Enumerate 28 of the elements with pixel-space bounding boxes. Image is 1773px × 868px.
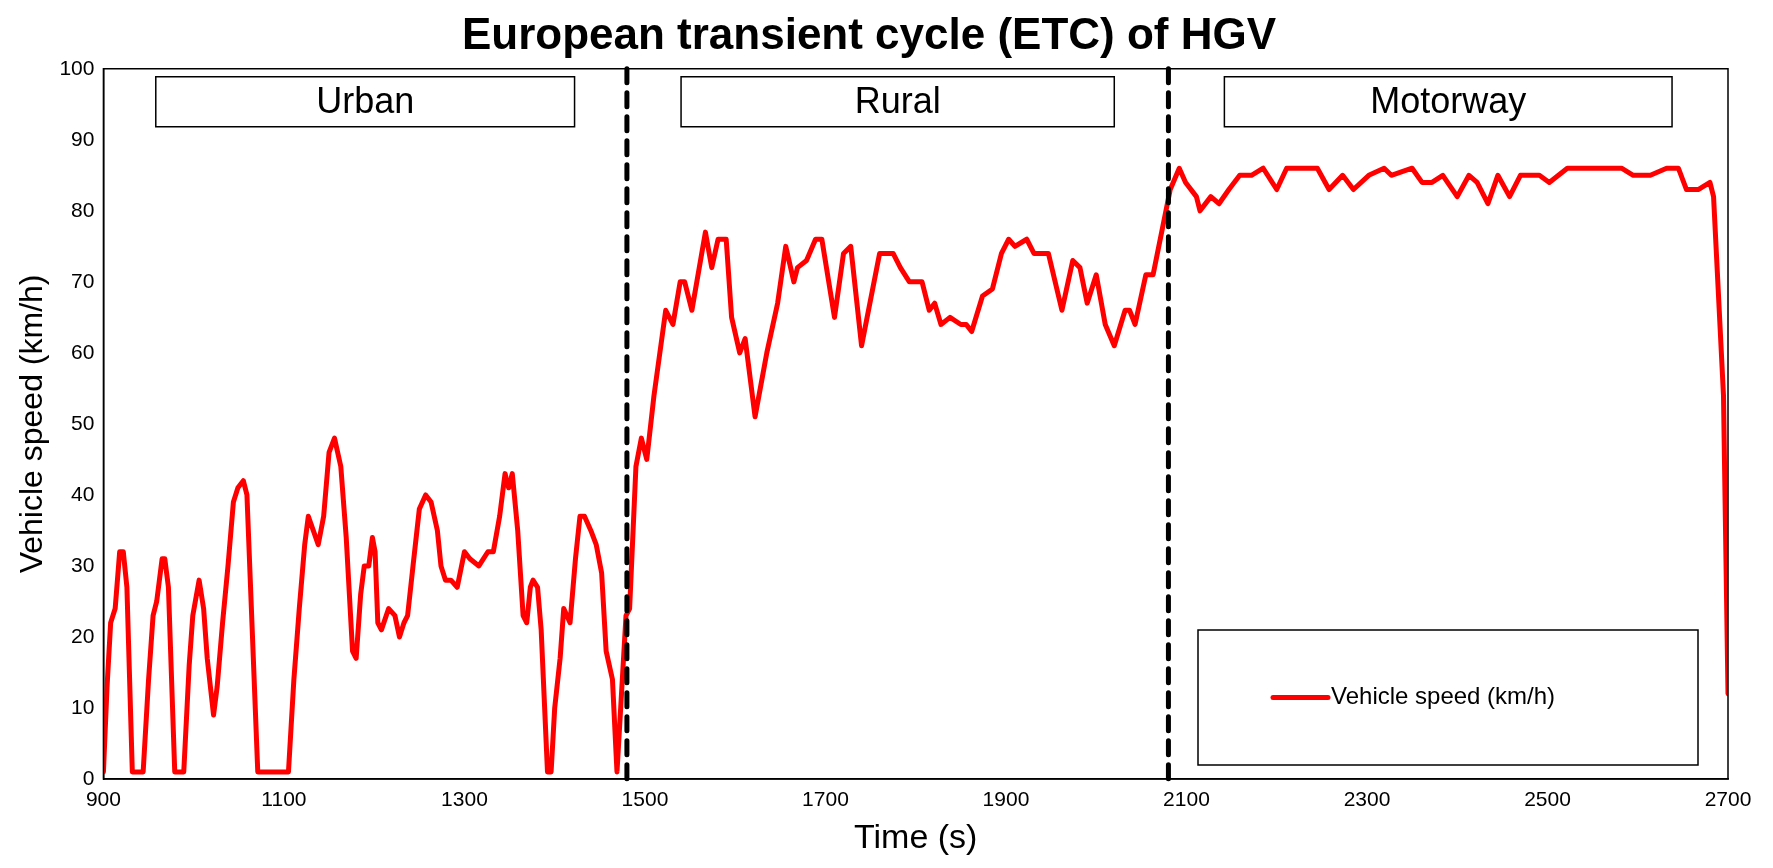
annotation: Motorway	[1370, 79, 1527, 121]
y-tick-label: 0	[82, 765, 95, 789]
y-tick-label: 30	[71, 552, 95, 576]
x-tick-label: 2100	[1163, 787, 1210, 811]
x-tick-label: 2300	[1343, 787, 1391, 811]
y-tick-label: 60	[71, 339, 95, 363]
annotation: Urban	[316, 79, 415, 121]
y-axis-title: Vehicle speed (km/h)	[13, 274, 50, 574]
y-tick-label: 70	[71, 268, 95, 292]
x-tick-label: 900	[85, 787, 121, 811]
x-tick-label: 1100	[261, 787, 307, 811]
annotation: Rural	[854, 79, 941, 121]
x-tick-label: 2500	[1524, 787, 1571, 811]
x-axis-title: Time (s)	[854, 816, 978, 855]
x-tick-label: 1300	[441, 787, 488, 811]
x-tick-label: 1900	[982, 787, 1030, 811]
chart-title: European transient cycle (ETC) of HGV	[461, 8, 1277, 58]
x-tick-label: 2700	[1704, 787, 1752, 811]
legend-label: Vehicle speed (km/h)	[1331, 682, 1556, 710]
y-tick-label: 20	[71, 623, 95, 647]
x-tick-label: 1700	[802, 787, 849, 811]
y-tick-label: 10	[71, 694, 95, 718]
x-tick-label: 1500	[621, 787, 669, 811]
y-tick-label: 80	[71, 197, 95, 221]
y-tick-label: 100	[59, 55, 95, 79]
y-tick-label: 40	[71, 481, 95, 505]
y-tick-label: 50	[71, 410, 95, 434]
y-tick-label: 90	[71, 126, 95, 150]
